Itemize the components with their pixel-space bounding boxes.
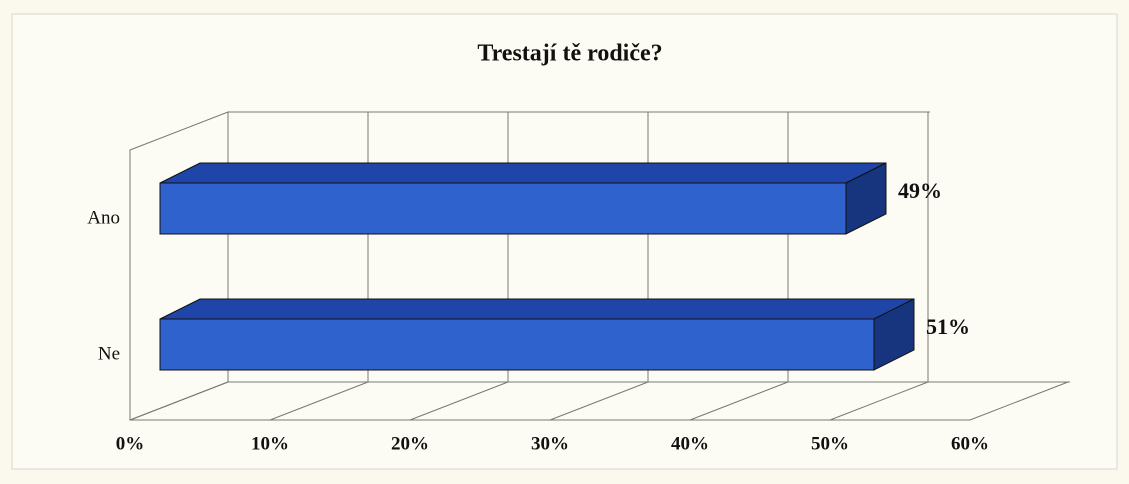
- value-label: 49%: [898, 178, 942, 203]
- x-tick-label: 50%: [811, 433, 849, 454]
- chart-title: Trestají tě rodiče?: [477, 41, 662, 67]
- value-label: 51%: [926, 314, 970, 339]
- chart-area: [11, 13, 1118, 470]
- x-tick-label: 30%: [531, 433, 569, 454]
- grid-line: [969, 381, 1069, 421]
- x-tick-label: 40%: [671, 433, 709, 454]
- bar-top: [159, 298, 915, 320]
- grid-line: [829, 381, 929, 421]
- bar-front: [159, 318, 875, 371]
- x-tick-label: 10%: [251, 433, 289, 454]
- grid-line: [409, 381, 509, 421]
- y-tick-label: Ne: [98, 343, 120, 364]
- grid-line: [689, 381, 789, 421]
- x-tick-label: 0%: [116, 433, 145, 454]
- grid-line: [129, 381, 229, 421]
- x-tick-label: 20%: [391, 433, 429, 454]
- grid-line: [269, 381, 369, 421]
- y-tick-label: Ano: [87, 207, 120, 228]
- bar-front: [159, 182, 847, 235]
- x-tick-label: 60%: [951, 433, 989, 454]
- grid-line: [549, 381, 649, 421]
- bar-top: [159, 162, 887, 184]
- bar: [159, 298, 915, 371]
- bar: [159, 162, 887, 235]
